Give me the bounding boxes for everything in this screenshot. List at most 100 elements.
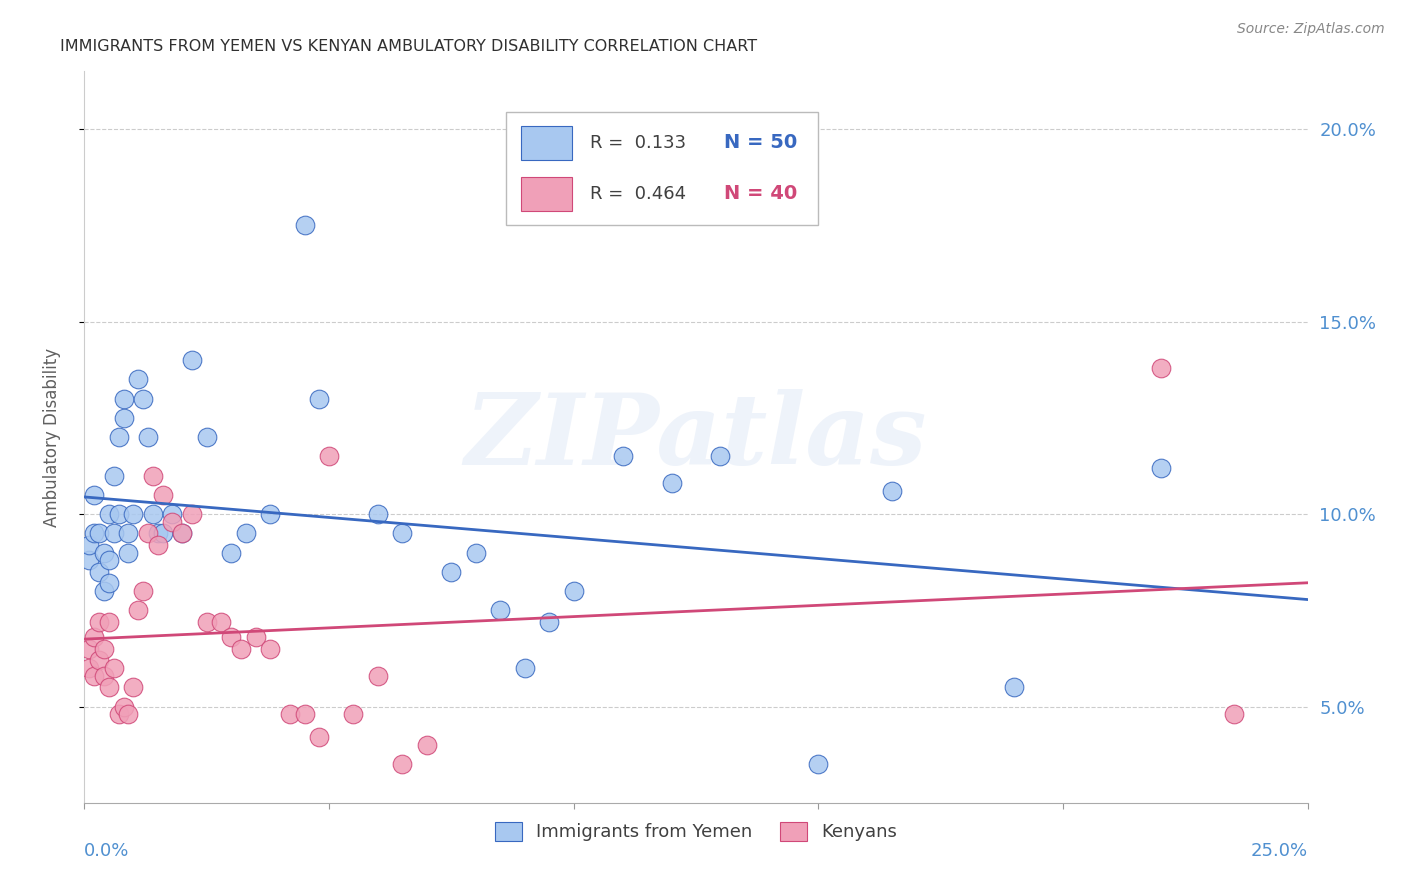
Point: [117, 707, 139, 722]
Text: R =  0.133: R = 0.133: [589, 134, 686, 152]
Text: 25.0%: 25.0%: [1250, 842, 1308, 860]
Text: N = 40: N = 40: [724, 185, 797, 203]
Point: [83, 630, 105, 644]
Point: [77, 661, 100, 675]
Point: [103, 526, 125, 541]
Point: [77, 553, 100, 567]
Point: [122, 507, 145, 521]
Point: [1002, 681, 1025, 695]
Point: [219, 545, 242, 559]
Point: [245, 630, 267, 644]
Point: [181, 507, 204, 521]
Bar: [522, 177, 572, 211]
Point: [162, 515, 184, 529]
Point: [97, 576, 120, 591]
Legend: Immigrants from Yemen, Kenyans: Immigrants from Yemen, Kenyans: [488, 814, 904, 848]
Text: ZIPatlas: ZIPatlas: [465, 389, 927, 485]
Point: [97, 507, 120, 521]
Point: [807, 757, 830, 772]
Point: [103, 661, 125, 675]
Point: [107, 707, 129, 722]
Point: [1150, 360, 1173, 375]
Point: [219, 630, 242, 644]
Point: [112, 410, 135, 425]
Point: [132, 584, 155, 599]
Text: Source: ZipAtlas.com: Source: ZipAtlas.com: [1237, 22, 1385, 37]
Point: [152, 526, 174, 541]
Point: [136, 526, 159, 541]
Point: [367, 669, 389, 683]
Point: [127, 372, 149, 386]
Point: [416, 738, 439, 752]
Point: [122, 681, 145, 695]
Point: [181, 353, 204, 368]
Point: [77, 641, 100, 656]
Point: [97, 615, 120, 629]
Point: [112, 699, 135, 714]
Y-axis label: Ambulatory Disability: Ambulatory Disability: [42, 348, 60, 526]
Point: [107, 507, 129, 521]
Point: [391, 757, 413, 772]
Point: [172, 526, 194, 541]
Point: [83, 669, 105, 683]
Point: [146, 538, 169, 552]
Point: [880, 483, 903, 498]
Point: [259, 641, 281, 656]
Point: [278, 707, 301, 722]
Point: [87, 565, 110, 579]
Point: [87, 526, 110, 541]
Point: [440, 565, 463, 579]
Point: [391, 526, 413, 541]
Point: [112, 392, 135, 406]
Point: [489, 603, 512, 617]
Text: IMMIGRANTS FROM YEMEN VS KENYAN AMBULATORY DISABILITY CORRELATION CHART: IMMIGRANTS FROM YEMEN VS KENYAN AMBULATO…: [60, 38, 756, 54]
Point: [117, 526, 139, 541]
Point: [132, 392, 155, 406]
Bar: [522, 126, 572, 160]
Point: [103, 468, 125, 483]
Point: [235, 526, 257, 541]
Point: [229, 641, 252, 656]
Point: [117, 545, 139, 559]
Point: [209, 615, 232, 629]
FancyBboxPatch shape: [506, 112, 818, 225]
Point: [172, 526, 194, 541]
Point: [612, 450, 634, 464]
Point: [464, 545, 486, 559]
Point: [318, 450, 340, 464]
Point: [93, 669, 115, 683]
Point: [93, 545, 115, 559]
Point: [308, 392, 330, 406]
Point: [562, 584, 585, 599]
Point: [538, 615, 561, 629]
Point: [77, 538, 100, 552]
Point: [661, 476, 683, 491]
Point: [195, 615, 218, 629]
Point: [709, 450, 731, 464]
Point: [342, 707, 364, 722]
Point: [107, 430, 129, 444]
Point: [152, 488, 174, 502]
Text: R =  0.464: R = 0.464: [589, 185, 686, 202]
Point: [308, 731, 330, 745]
Text: 0.0%: 0.0%: [84, 842, 129, 860]
Point: [93, 584, 115, 599]
Point: [87, 653, 110, 667]
Point: [367, 507, 389, 521]
Point: [87, 615, 110, 629]
Point: [83, 526, 105, 541]
Text: N = 50: N = 50: [724, 133, 797, 153]
Point: [513, 661, 536, 675]
Point: [259, 507, 281, 521]
Point: [97, 681, 120, 695]
Point: [162, 507, 184, 521]
Point: [294, 707, 316, 722]
Point: [136, 430, 159, 444]
Point: [142, 468, 165, 483]
Point: [146, 526, 169, 541]
Point: [83, 488, 105, 502]
Point: [93, 641, 115, 656]
Point: [127, 603, 149, 617]
Point: [195, 430, 218, 444]
Point: [294, 219, 316, 233]
